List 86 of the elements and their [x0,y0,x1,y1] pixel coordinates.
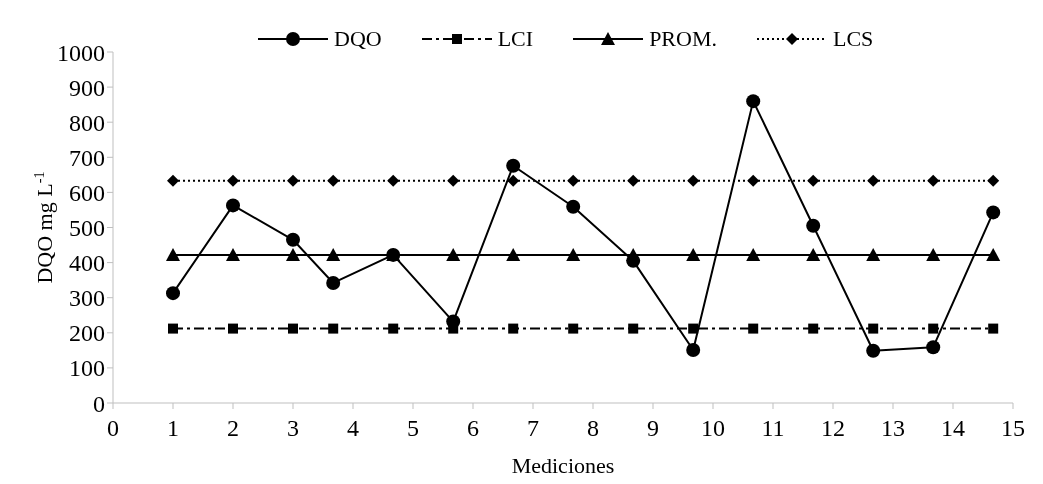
x-tick-label: 11 [761,415,785,442]
point [566,199,581,214]
point [446,314,461,329]
point [327,174,340,187]
point [387,174,400,187]
legend-label: LCI [497,26,534,52]
point [168,323,178,334]
legend-label: DQO [334,26,382,52]
x-tick-label: 13 [881,415,905,442]
point [628,323,639,334]
x-tick-label: 12 [821,415,845,442]
point [746,94,761,109]
legend-label: LCS [832,26,874,52]
y-tick-label: 100 [69,355,105,382]
y-tick-label: 700 [69,144,105,171]
x-axis-title: Mediciones [511,453,615,478]
point [747,174,760,187]
x-tick-label: 3 [287,415,299,442]
legend-label: PROM. [649,26,717,52]
point [928,323,939,334]
point [447,174,460,187]
y-tick-label: 0 [93,390,105,417]
point [507,174,520,187]
point [806,218,821,233]
point [866,247,881,261]
point [326,275,341,290]
point [926,247,941,261]
x-tick-label: 1 [167,415,179,442]
x-tick-label: 8 [587,415,599,442]
point [807,174,820,187]
point [688,323,699,334]
point [987,174,1000,187]
point [166,286,180,301]
point [288,323,298,334]
point [927,174,940,187]
y-tick-label: 1000 [57,39,105,66]
point [986,247,1001,261]
x-tick-label: 5 [407,415,419,442]
y-tick-label: 300 [69,285,105,312]
point [287,174,299,187]
point [687,174,700,187]
x-tick-label: 10 [701,415,725,442]
point [808,323,819,334]
point [167,174,179,187]
point [328,323,339,334]
point [508,323,519,334]
point [388,323,399,334]
y-tick-label: 900 [69,74,105,101]
x-tick-label: 4 [347,415,359,442]
point [806,247,821,261]
point [326,247,341,261]
y-tick-label: 800 [69,109,105,136]
point [686,247,701,261]
point [166,247,180,261]
point [867,174,880,187]
point [986,205,1001,220]
point [567,174,580,187]
x-tick-label: 7 [527,415,539,442]
y-tick-label: 200 [69,320,105,347]
point [746,247,761,261]
y-tick-label: 500 [69,215,105,242]
point [748,323,759,334]
point [286,247,300,261]
point [226,198,240,213]
y-tick-label: 400 [69,250,105,277]
x-tick-label: 14 [941,415,965,442]
point [226,247,240,261]
point [228,323,238,334]
point [627,174,640,187]
x-tick-label: 6 [467,415,479,442]
point [446,247,461,261]
point [686,343,701,357]
point [506,247,521,261]
point [866,343,881,358]
x-tick-label: 15 [1001,415,1025,442]
point [926,340,941,355]
y-tick-label: 600 [69,179,105,206]
point [868,323,879,334]
x-tick-label: 9 [647,415,659,442]
x-tick-label: 2 [227,415,239,442]
point [568,323,579,334]
point [227,174,239,187]
point [988,323,999,334]
point [506,158,521,173]
point [286,232,300,247]
point [566,247,581,261]
